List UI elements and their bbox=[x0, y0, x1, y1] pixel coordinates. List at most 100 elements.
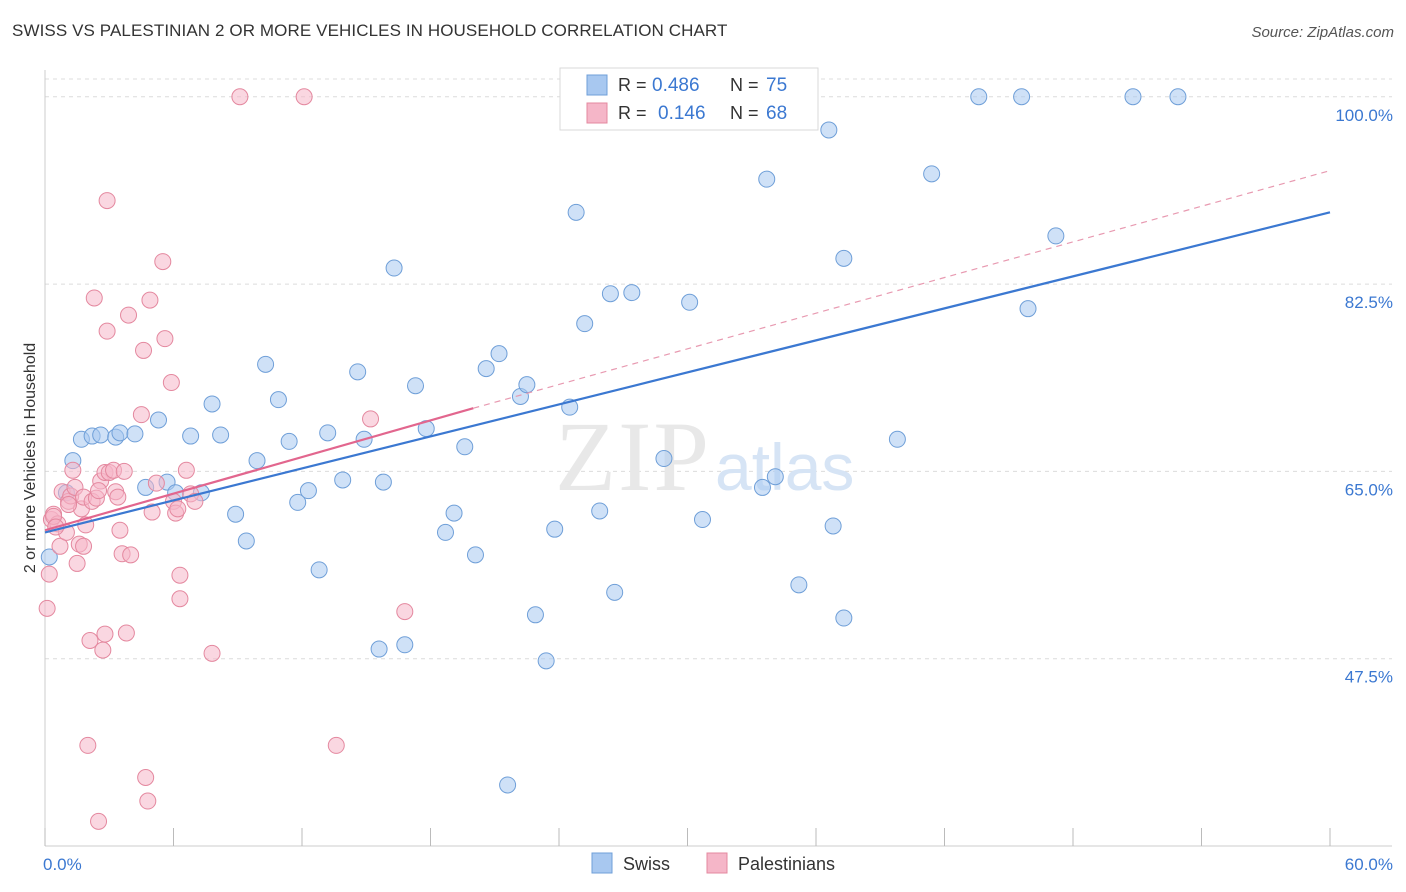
swiss-point bbox=[396, 636, 414, 654]
palestinian-point bbox=[147, 474, 165, 492]
swiss-point bbox=[227, 505, 245, 523]
legend-r-value: 0.146 bbox=[658, 103, 706, 124]
palestinian-point bbox=[68, 554, 86, 572]
bottom-legend-swatch[interactable] bbox=[706, 852, 728, 874]
swiss-point bbox=[466, 546, 484, 564]
swiss-point bbox=[212, 426, 230, 444]
swiss-point bbox=[758, 170, 776, 188]
palestinian-point bbox=[98, 322, 116, 340]
bottom-legend-label[interactable]: Palestinians bbox=[738, 854, 835, 874]
swiss-point bbox=[601, 285, 619, 303]
swiss-point bbox=[835, 609, 853, 627]
palestinian-point bbox=[109, 488, 127, 506]
watermark-text: ZIP bbox=[555, 401, 711, 512]
legend-n-value: 75 bbox=[766, 75, 787, 96]
swiss-point bbox=[970, 88, 988, 106]
palestinian-point bbox=[139, 792, 157, 810]
swiss-point bbox=[349, 363, 367, 381]
swiss-point bbox=[1013, 88, 1031, 106]
palestinian-point bbox=[38, 599, 56, 617]
swiss-point bbox=[126, 425, 144, 443]
palestinian-point bbox=[156, 330, 174, 348]
swiss-point bbox=[319, 424, 337, 442]
swiss-point bbox=[374, 473, 392, 491]
swiss-point bbox=[567, 203, 585, 221]
palestinian-point bbox=[81, 631, 99, 649]
legend-n-label: N = bbox=[730, 103, 759, 123]
swiss-point bbox=[576, 315, 594, 333]
axes-layer: 2 or more Vehicles in Household bbox=[22, 70, 1392, 847]
legend-r-label: R = bbox=[618, 75, 647, 95]
swiss-point bbox=[203, 395, 221, 413]
swiss-point bbox=[248, 452, 266, 470]
palestinian-point bbox=[177, 461, 195, 479]
bottom-legend-label[interactable]: Swiss bbox=[623, 854, 670, 874]
palestinian-point bbox=[90, 812, 108, 830]
swiss-point bbox=[790, 576, 808, 594]
swiss-point bbox=[40, 548, 58, 566]
palestinian-point bbox=[132, 406, 150, 424]
swiss-point bbox=[1047, 227, 1065, 245]
swiss-point bbox=[753, 478, 771, 496]
palestinian-point bbox=[137, 768, 155, 786]
swiss-point bbox=[499, 776, 517, 794]
y-tick-label: 82.5% bbox=[1345, 293, 1393, 312]
swiss-point bbox=[237, 532, 255, 550]
swiss-point bbox=[269, 391, 287, 409]
swiss-point bbox=[606, 583, 624, 601]
chart-title: SWISS VS PALESTINIAN 2 OR MORE VEHICLES … bbox=[12, 21, 728, 40]
palestinian-trend-extension bbox=[473, 170, 1331, 409]
palestinian-point bbox=[171, 566, 189, 584]
swiss-point bbox=[591, 502, 609, 520]
palestinian-point bbox=[186, 492, 204, 510]
palestinian-point bbox=[75, 537, 93, 555]
palestinian-points bbox=[38, 88, 414, 830]
swiss-trend-line bbox=[44, 211, 1331, 534]
palestinian-point bbox=[122, 546, 140, 564]
palestinian-point bbox=[295, 88, 313, 106]
palestinian-point bbox=[143, 503, 161, 521]
legend-r-label: R = bbox=[618, 103, 647, 123]
swiss-point bbox=[385, 259, 403, 277]
palestinian-point bbox=[135, 341, 153, 359]
swiss-point bbox=[693, 511, 711, 529]
palestinian-point bbox=[90, 482, 108, 500]
swiss-point bbox=[334, 471, 352, 489]
swiss-point bbox=[445, 504, 463, 522]
palestinian-point bbox=[51, 537, 69, 555]
swiss-point bbox=[407, 377, 425, 395]
legend-swatch bbox=[586, 74, 608, 96]
palestinian-point bbox=[40, 565, 58, 583]
swiss-point bbox=[370, 640, 388, 658]
palestinian-point bbox=[117, 624, 135, 642]
swiss-point bbox=[1019, 300, 1037, 318]
x-tick-label: 60.0% bbox=[1345, 855, 1393, 874]
swiss-point bbox=[436, 523, 454, 541]
palestinian-point bbox=[60, 496, 78, 514]
swiss-point bbox=[537, 652, 555, 670]
palestinian-point bbox=[396, 603, 414, 621]
swiss-point bbox=[820, 121, 838, 139]
swiss-point bbox=[92, 426, 110, 444]
swiss-point bbox=[923, 165, 941, 183]
swiss-point bbox=[310, 561, 328, 579]
swiss-point bbox=[111, 424, 129, 442]
palestinian-point bbox=[85, 289, 103, 307]
palestinian-point bbox=[96, 625, 114, 643]
swiss-point bbox=[280, 432, 298, 450]
swiss-point bbox=[824, 517, 842, 535]
y-axis-title: 2 or more Vehicles in Household bbox=[22, 343, 39, 573]
swiss-point bbox=[490, 345, 508, 363]
swiss-point bbox=[477, 360, 495, 378]
swiss-point bbox=[257, 355, 275, 373]
palestinian-point bbox=[94, 641, 112, 659]
palestinian-point bbox=[171, 590, 189, 608]
palestinian-trend-line bbox=[44, 407, 474, 532]
swiss-point bbox=[518, 376, 536, 394]
watermark: ZIP atlas bbox=[555, 401, 854, 512]
legend-n-label: N = bbox=[730, 75, 759, 95]
bottom-legend-swatch[interactable] bbox=[591, 852, 613, 874]
palestinian-point bbox=[362, 410, 380, 428]
swiss-point bbox=[1124, 88, 1142, 106]
